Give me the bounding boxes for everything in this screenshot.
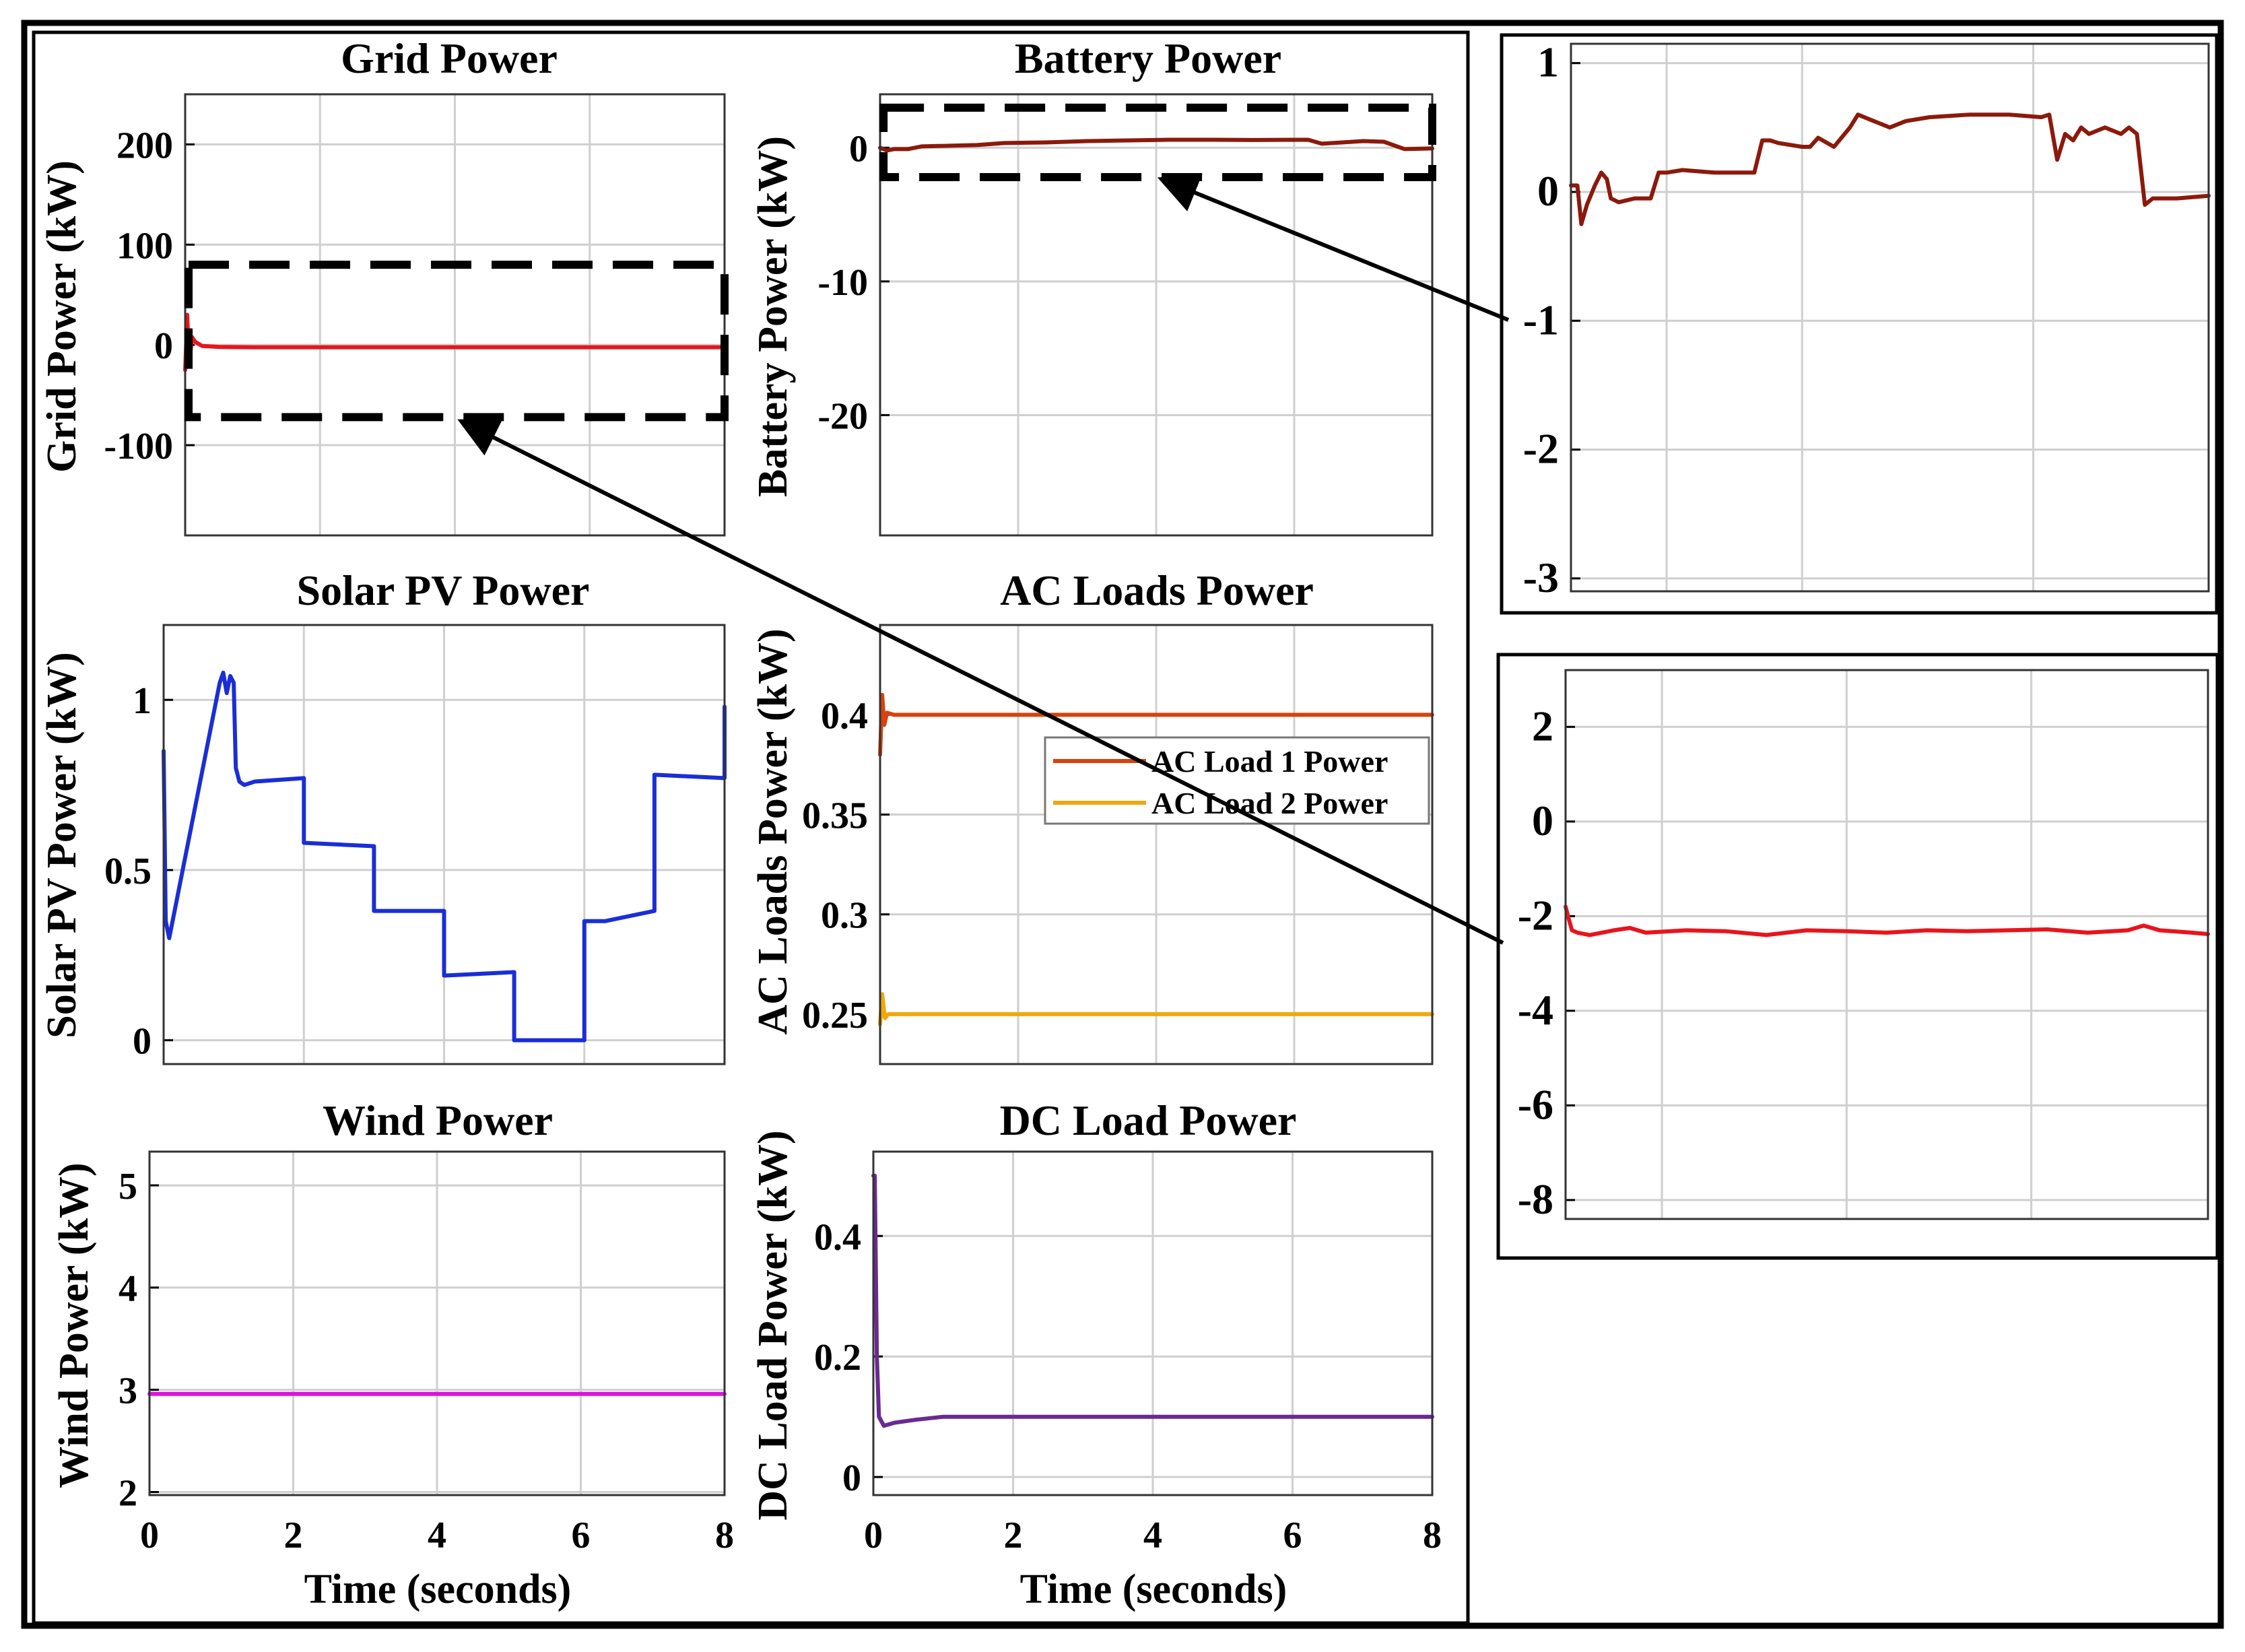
- x-tick-label: 4: [1143, 1515, 1162, 1556]
- zoom-battery-frame: [1500, 33, 2219, 615]
- dc-load-power-ylabel: DC Load Power (kW): [750, 1130, 796, 1520]
- y-tick-label: 0: [154, 325, 173, 367]
- solar-pv-power-ylabel: Solar PV Power (kW): [39, 652, 85, 1038]
- zoom-battery-plot-area: [1571, 44, 2209, 591]
- outer-frame: [21, 20, 2224, 1629]
- series-line: [878, 137, 1434, 153]
- battery-axes-box: [879, 93, 1434, 537]
- y-tick-label: 0: [1532, 797, 1553, 845]
- solar-axes: 00.51: [104, 624, 727, 1065]
- legend-label: AC Load 2 Power: [1151, 786, 1388, 820]
- zoom-grid-plot-area: [1566, 670, 2208, 1219]
- y-tick-label: 0.5: [104, 851, 152, 892]
- ac-loads-power-title: AC Loads Power: [1000, 566, 1314, 614]
- grid-zoom-arrow: [457, 419, 1504, 945]
- y-tick-label: 3: [119, 1370, 137, 1412]
- y-tick-label: 0.2: [814, 1337, 861, 1379]
- dc-load-power-xlabel: Time (seconds): [1020, 1566, 1287, 1612]
- y-tick-label: -10: [817, 262, 868, 304]
- y-tick-label: -8: [1518, 1175, 1553, 1223]
- battery-zoom-box: [879, 103, 1436, 182]
- x-tick-label: 2: [284, 1515, 303, 1556]
- y-tick-label: -20: [817, 395, 868, 437]
- grid-power-ylabel: Grid Power (kW): [39, 160, 85, 473]
- y-tick-label: -6: [1518, 1080, 1553, 1128]
- y-tick-label: 5: [119, 1166, 137, 1208]
- series-line: [871, 1173, 1434, 1428]
- x-tick-label: 0: [140, 1515, 159, 1556]
- zoom-battery-axes: -3 -2 -1 0 1: [1523, 38, 2211, 601]
- y-tick-label: 2: [1532, 702, 1553, 750]
- y-tick-label: 4: [119, 1268, 137, 1310]
- zoom-grid-frame: [1496, 653, 2219, 1260]
- wind-power-title: Wind Power: [323, 1096, 553, 1144]
- series-line: [162, 670, 727, 1043]
- zoom-grid-axes: -8 -6 -4 -2 0 2: [1518, 669, 2210, 1223]
- dc-load-power-title: DC Load Power: [1000, 1096, 1297, 1144]
- dc-axes: 0 0.2 0.4 0 2 4 6 8: [814, 1150, 1442, 1556]
- ac-loads-power-ylabel: AC Loads Power (kW): [750, 628, 796, 1034]
- wind-axes-box: [148, 1150, 726, 1496]
- y-tick-label: 0: [842, 1457, 861, 1499]
- x-tick-label: 0: [864, 1515, 883, 1556]
- y-tick-label: 200: [116, 125, 173, 166]
- x-tick-label: 6: [572, 1515, 591, 1556]
- main-panel-frame: [32, 30, 1470, 1625]
- x-tick-label: 8: [1423, 1515, 1442, 1556]
- plots-layer: -1000100200-20-10000.510.250.30.350.4AC …: [104, 38, 2211, 1556]
- y-tick-label: -3: [1523, 554, 1559, 601]
- solar-pv-power-title: Solar PV Power: [297, 566, 590, 614]
- series-line: [1564, 904, 2210, 937]
- x-tick-label: 4: [428, 1515, 446, 1556]
- y-tick-label: 0: [133, 1021, 152, 1063]
- ac-axes: 0.25 0.3 0.35 0.4 AC Load 1 Power AC Load 2 P…: [802, 624, 1434, 1065]
- y-tick-label: 0.4: [814, 1216, 861, 1258]
- y-tick-label: -2: [1523, 425, 1559, 473]
- grid-axes: -100 0 100 200: [104, 93, 729, 537]
- series-line: [878, 692, 1434, 757]
- y-tick-label: 2: [119, 1472, 137, 1514]
- grid-axes-box: [184, 93, 726, 537]
- y-tick-label: 1: [1537, 38, 1559, 86]
- series-line: [878, 992, 1434, 1026]
- solar-axes-box: [162, 624, 726, 1065]
- y-tick-label: -1: [1523, 296, 1559, 343]
- y-tick-label: 100: [116, 225, 173, 267]
- wind-power-xlabel: Time (seconds): [304, 1566, 572, 1612]
- y-tick-label: 1: [133, 680, 152, 722]
- battery-axes: -20 -10 0: [817, 93, 1436, 537]
- battery-power-title: Battery Power: [1015, 34, 1281, 82]
- y-tick-label: -4: [1518, 986, 1553, 1034]
- y-tick-label: -100: [104, 426, 173, 467]
- x-tick-label: 6: [1283, 1515, 1302, 1556]
- zoom-battery-axes-box: [1570, 42, 2210, 593]
- wind-power-ylabel: Wind Power (kW): [51, 1162, 97, 1488]
- grid-zoom-box: [185, 261, 729, 422]
- x-tick-label: 2: [1004, 1515, 1023, 1556]
- y-tick-label: -2: [1518, 891, 1553, 939]
- zoom-grid-axes-box: [1564, 669, 2209, 1220]
- y-tick-label: 0.35: [802, 795, 868, 837]
- y-tick-label: 0.3: [821, 895, 868, 937]
- x-tick-label: 8: [715, 1515, 734, 1556]
- battery-power-ylabel: Battery Power (kW): [750, 136, 796, 497]
- y-tick-label: 0: [1537, 167, 1559, 215]
- y-tick-label: 0: [849, 128, 868, 170]
- series-line: [1569, 112, 2211, 226]
- battery-zoom-arrow: [1157, 174, 1510, 322]
- y-tick-label: 0.4: [821, 695, 868, 737]
- legend-label: AC Load 1 Power: [1151, 744, 1388, 779]
- grid-power-title: Grid Power: [341, 34, 558, 82]
- overlay-layer: [457, 174, 1510, 945]
- dc-axes-box: [872, 1150, 1434, 1496]
- ac-axes-box: [879, 624, 1434, 1065]
- y-tick-label: 0.25: [802, 995, 868, 1036]
